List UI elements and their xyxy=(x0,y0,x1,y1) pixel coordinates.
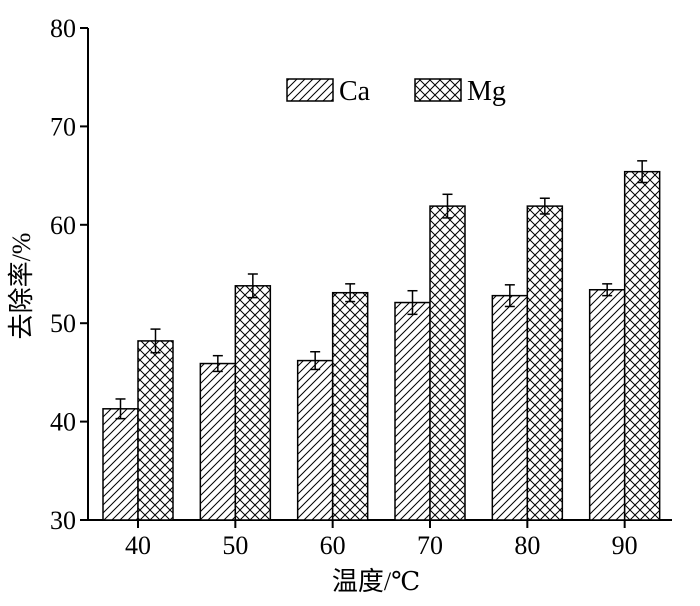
bar-ca-90 xyxy=(588,288,626,521)
bars xyxy=(102,160,661,521)
legend-label-ca: Ca xyxy=(339,76,371,107)
y-tick-label: 50 xyxy=(50,309,76,338)
legend-swatch-mg xyxy=(414,78,462,102)
y-tick-label: 30 xyxy=(50,506,76,535)
legend: Ca Mg xyxy=(286,76,506,107)
y-tick-label: 80 xyxy=(50,14,76,43)
y-tick-label: 60 xyxy=(50,211,76,240)
legend-swatch-ca xyxy=(286,78,334,102)
y-axis-title: 去除率/% xyxy=(7,233,36,340)
x-tick-label: 40 xyxy=(125,531,151,560)
bar-mg-90 xyxy=(623,170,661,521)
x-tick-label: 70 xyxy=(417,531,443,560)
bar-mg-50 xyxy=(234,285,272,521)
bar-mg-80 xyxy=(526,205,564,521)
bar-mg-70 xyxy=(429,205,466,521)
x-tick-label: 90 xyxy=(612,531,638,560)
labels: 30 40 50 60 70 80 40 50 60 70 80 90 温度/℃ 去除率/% xyxy=(7,14,638,596)
x-tick-label: 60 xyxy=(320,531,346,560)
bar-ca-70 xyxy=(394,301,431,521)
y-tick-label: 70 xyxy=(50,112,76,141)
x-axis-title: 温度/℃ xyxy=(332,567,420,596)
bar-ca-60 xyxy=(296,359,334,521)
bar-mg-40 xyxy=(137,340,174,521)
axes xyxy=(80,27,672,528)
x-tick-label: 50 xyxy=(222,531,248,560)
bar-mg-60 xyxy=(331,291,369,521)
bar-ca-50 xyxy=(199,362,237,521)
x-tick-label: 80 xyxy=(514,531,540,560)
bar-ca-40 xyxy=(102,408,139,521)
bar-ca-80 xyxy=(491,294,529,521)
y-tick-label: 40 xyxy=(50,408,76,437)
legend-label-mg: Mg xyxy=(467,76,506,107)
